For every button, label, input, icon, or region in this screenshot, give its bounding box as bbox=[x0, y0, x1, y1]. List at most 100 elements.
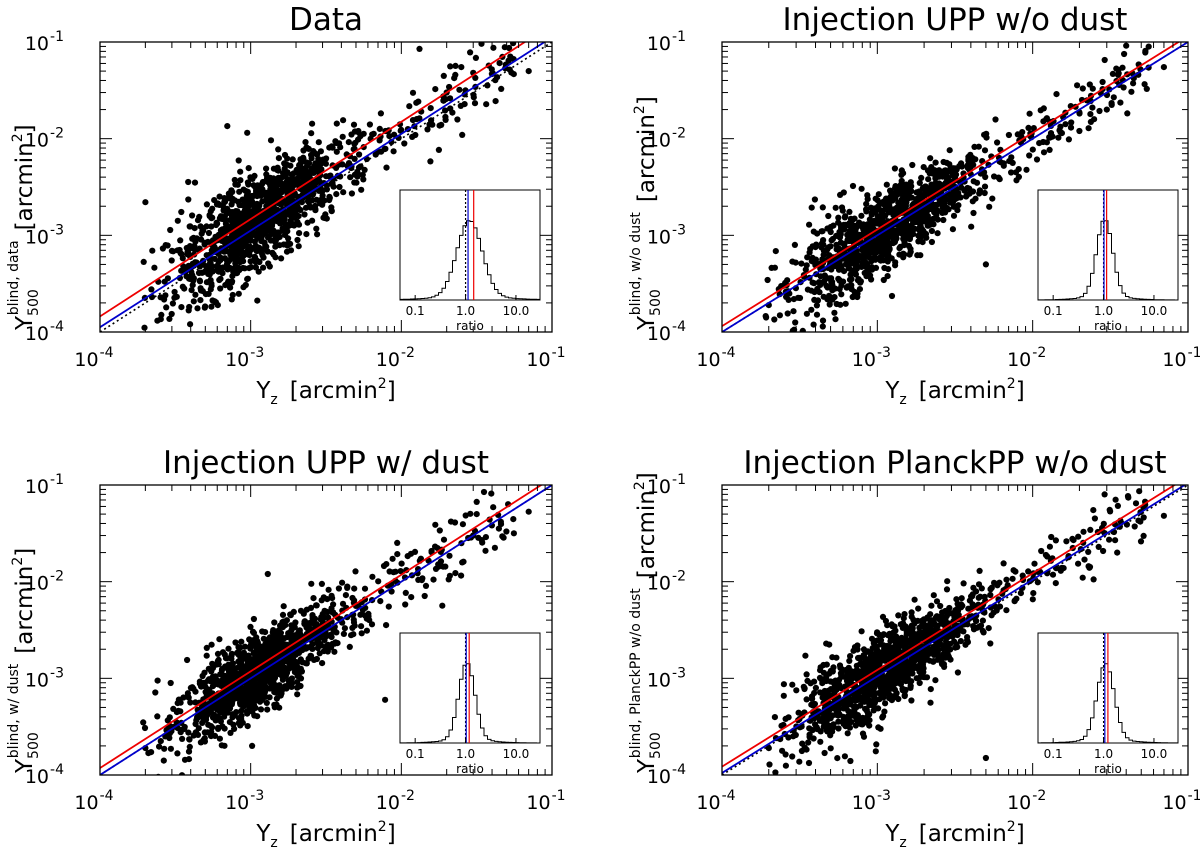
line-mean-ratio bbox=[100, 485, 543, 769]
data-point bbox=[228, 201, 235, 208]
data-point bbox=[772, 769, 779, 775]
data-point bbox=[903, 197, 910, 204]
data-point bbox=[289, 156, 296, 163]
data-point bbox=[826, 301, 833, 308]
data-point bbox=[806, 221, 813, 228]
data-point bbox=[144, 335, 150, 341]
data-point bbox=[318, 597, 325, 604]
data-point bbox=[958, 595, 965, 602]
data-point bbox=[1017, 590, 1024, 597]
data-point bbox=[217, 285, 224, 292]
data-point bbox=[154, 317, 161, 324]
label-part: ] bbox=[12, 548, 38, 557]
data-point bbox=[1108, 100, 1115, 107]
data-point bbox=[252, 697, 259, 704]
data-point bbox=[960, 580, 967, 587]
x-tick-label: 10-4 bbox=[74, 788, 113, 814]
data-point bbox=[216, 735, 223, 742]
data-point bbox=[1137, 538, 1145, 545]
data-point bbox=[288, 675, 295, 682]
data-point bbox=[834, 755, 841, 762]
data-point bbox=[238, 638, 245, 645]
data-point bbox=[811, 280, 818, 287]
data-point bbox=[964, 621, 971, 628]
data-point bbox=[178, 267, 185, 274]
data-point bbox=[284, 228, 291, 235]
label-part: Y bbox=[255, 378, 271, 404]
label-part: 10 bbox=[25, 226, 49, 248]
data-point bbox=[369, 573, 376, 580]
line-mean-ratio bbox=[722, 42, 1181, 327]
data-point bbox=[268, 188, 275, 195]
data-point bbox=[883, 195, 890, 202]
label-part: 10 bbox=[376, 349, 400, 371]
data-point bbox=[819, 240, 826, 247]
data-point bbox=[349, 624, 356, 632]
data-point bbox=[947, 164, 954, 172]
data-point bbox=[900, 615, 907, 622]
data-point bbox=[874, 203, 882, 210]
data-point bbox=[186, 743, 193, 751]
label-part: 500 bbox=[26, 289, 42, 316]
data-point bbox=[492, 77, 499, 84]
data-point bbox=[271, 704, 278, 711]
data-point bbox=[275, 167, 282, 174]
y-tick-label: 10-3 bbox=[25, 665, 64, 691]
data-point bbox=[412, 131, 419, 139]
data-point bbox=[241, 643, 249, 650]
data-point bbox=[780, 692, 787, 699]
label-part: 2 bbox=[10, 557, 26, 566]
label-part: ratio bbox=[456, 319, 484, 333]
data-point bbox=[1085, 125, 1092, 132]
data-point bbox=[217, 678, 224, 686]
data-point bbox=[1044, 553, 1051, 560]
data-point bbox=[1068, 119, 1075, 126]
data-point bbox=[877, 637, 885, 644]
data-point bbox=[1076, 127, 1083, 135]
data-point bbox=[296, 627, 303, 634]
data-point bbox=[251, 202, 258, 209]
data-point bbox=[902, 203, 910, 210]
data-point bbox=[947, 199, 954, 206]
data-point bbox=[828, 266, 835, 273]
data-point bbox=[975, 581, 983, 588]
data-point bbox=[1019, 129, 1026, 136]
data-point bbox=[897, 206, 904, 214]
data-point bbox=[308, 580, 315, 587]
data-point bbox=[909, 161, 916, 169]
label-part: 1.0 bbox=[456, 304, 475, 318]
data-point bbox=[201, 239, 208, 246]
data-point bbox=[982, 261, 990, 268]
data-point bbox=[193, 729, 200, 736]
data-point bbox=[863, 206, 870, 213]
data-point bbox=[1143, 85, 1150, 92]
label-part: [arcmin bbox=[290, 378, 378, 404]
inset-x-label: ratio bbox=[456, 319, 484, 333]
label-part: 10 bbox=[526, 792, 550, 814]
data-point bbox=[820, 661, 827, 669]
data-point bbox=[819, 323, 826, 330]
data-point bbox=[771, 316, 778, 323]
data-point bbox=[1079, 85, 1086, 92]
data-point bbox=[792, 319, 799, 326]
data-point bbox=[174, 750, 181, 757]
data-point bbox=[284, 161, 291, 168]
data-point bbox=[299, 659, 306, 666]
data-point bbox=[202, 710, 209, 718]
chart-title: Injection UPP w/ dust bbox=[163, 445, 489, 481]
relation-lines bbox=[100, 42, 552, 332]
data-point bbox=[1053, 91, 1060, 98]
data-point bbox=[958, 184, 965, 191]
data-point bbox=[205, 270, 212, 277]
data-point bbox=[790, 296, 798, 303]
data-point bbox=[209, 268, 216, 275]
data-point bbox=[339, 133, 346, 140]
label-part: 2 bbox=[378, 819, 387, 835]
data-point bbox=[247, 219, 254, 226]
data-point bbox=[402, 601, 409, 608]
label-part: 500 bbox=[26, 732, 42, 759]
data-point bbox=[479, 539, 486, 546]
data-point bbox=[208, 668, 215, 675]
